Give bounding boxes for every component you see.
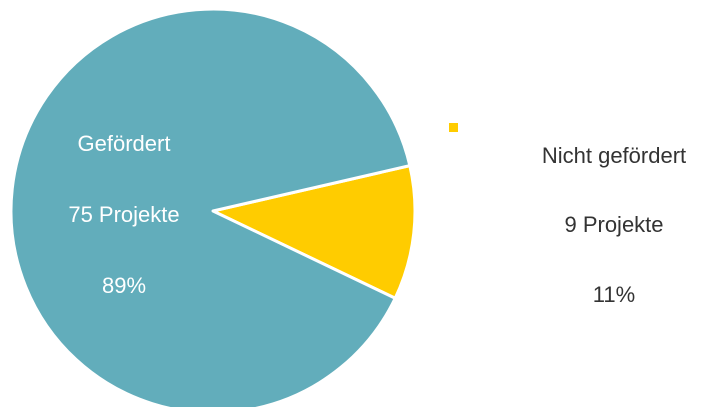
pie-slices — [9, 7, 417, 407]
slice-label-gefoerdert-value: 75 Projekte — [68, 202, 179, 227]
slice-label-nicht-gefoerdert-value: 9 Projekte — [564, 212, 663, 237]
slice-label-nicht-gefoerdert-percent: 11% — [593, 282, 635, 307]
pie-slice-nicht-gefoerdert — [211, 164, 417, 300]
pie-slice-gefoerdert — [9, 7, 412, 407]
slice-label-nicht-gefoerdert-category: Nicht gefördert — [542, 143, 686, 168]
nicht-gefoerdert-marker — [449, 123, 458, 132]
slice-label-gefoerdert-category: Gefördert — [78, 131, 171, 156]
slice-label-gefoerdert-percent: 89% — [102, 273, 146, 298]
